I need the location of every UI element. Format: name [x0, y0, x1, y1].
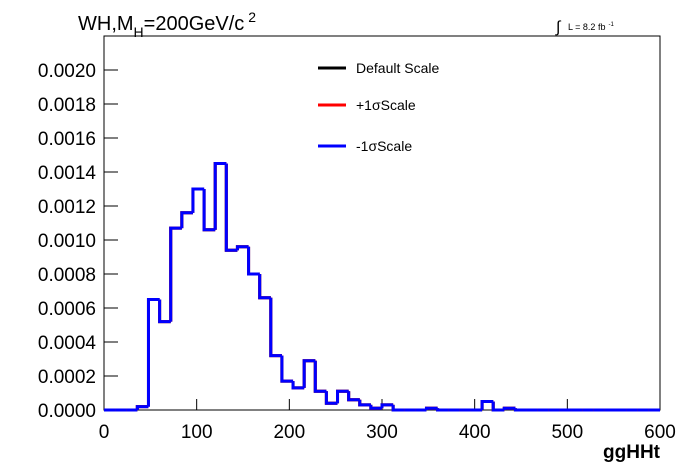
histogram-bin [135, 405, 149, 410]
chart-title: WH,MH=200GeV/c 2 [78, 9, 256, 40]
title-sup: 2 [248, 9, 256, 25]
y-tick-label: 0.0016 [38, 129, 96, 150]
histogram-bin [224, 163, 238, 252]
histogram-bin [191, 187, 205, 213]
histogram-bin [480, 400, 494, 410]
histogram-bin [336, 389, 349, 404]
histogram-bin [491, 401, 505, 412]
histogram-bin [269, 297, 282, 358]
x-tick-label: 100 [181, 422, 213, 443]
histogram-bin [191, 187, 205, 213]
histogram-bin [336, 389, 349, 404]
x-tick-label: 200 [273, 422, 305, 443]
histogram-bin [158, 299, 171, 324]
histogram-bin [280, 355, 294, 383]
y-tick-label: 0.0012 [38, 197, 96, 218]
histogram-bin [180, 211, 193, 229]
histogram-bin [235, 245, 249, 251]
histogram-bin [280, 355, 294, 383]
x-tick-label: 500 [551, 422, 583, 443]
histogram-bin [146, 298, 160, 407]
y-tick-label: 0.0000 [38, 401, 96, 422]
y-tick-label: 0.0018 [38, 95, 96, 116]
histogram-bin [313, 360, 327, 393]
histogram-bin [213, 162, 227, 230]
y-tick-label: 0.0014 [38, 163, 97, 184]
histogram-bin [247, 246, 260, 276]
histogram-bin [347, 391, 360, 402]
histogram-bin [369, 404, 382, 410]
x-tick-label: 300 [366, 422, 398, 443]
x-tick-label: 400 [459, 422, 491, 443]
y-tick-label: 0.0004 [38, 333, 97, 354]
histogram-bin [324, 391, 338, 405]
title-rest: =200GeV/c [144, 13, 245, 35]
histogram-bin [291, 381, 305, 390]
histogram-bin [158, 299, 171, 324]
y-tick-label: 0.0002 [38, 367, 96, 388]
legend-label: -1σScale [356, 138, 412, 154]
y-tick-label: 0.0008 [38, 265, 96, 286]
histogram-bin [202, 189, 216, 232]
histogram-bin [424, 406, 438, 410]
title-main: WH,M [78, 13, 134, 35]
title-sub: H [134, 24, 144, 40]
histogram-bin [202, 189, 216, 232]
histogram-bin [258, 274, 271, 300]
histogram-bin [191, 187, 205, 213]
histogram-bin [146, 298, 160, 407]
histogram-bin [169, 226, 182, 322]
histogram-bin [313, 360, 327, 393]
annotation-text: L = 8.2 fb [568, 22, 605, 32]
y-tick-label: 0.0020 [38, 61, 96, 82]
x-axis-label: ggHHt [603, 442, 661, 463]
histogram-bin [302, 359, 316, 388]
histogram-bin [213, 162, 227, 230]
histogram-bin [380, 403, 394, 409]
histogram-bin [324, 391, 338, 405]
histogram-bin [224, 163, 238, 252]
histogram-bin [358, 399, 371, 407]
histogram-bin [213, 162, 227, 230]
annotation: L = 8.2 fb -1 [568, 22, 614, 32]
histogram-bin [302, 359, 316, 388]
histogram-bin [158, 299, 171, 324]
histogram-bin [502, 406, 516, 410]
histogram-bin [258, 274, 271, 300]
x-tick-label: 600 [644, 422, 676, 443]
histogram-bin [180, 211, 193, 229]
histogram-bin [146, 298, 160, 407]
histogram-bin [436, 408, 449, 412]
histogram-bin [513, 408, 527, 412]
histogram-bin [313, 360, 327, 393]
histogram-bin [280, 355, 294, 383]
histogram-bin [202, 189, 216, 232]
histogram-bin [258, 274, 271, 300]
histogram-bin [269, 297, 282, 358]
histogram-bin [336, 389, 349, 404]
histogram-bin [269, 297, 282, 358]
y-tick-label: 0.0010 [38, 231, 96, 252]
histogram-bin [169, 226, 182, 322]
y-tick-label: 0.0006 [38, 299, 96, 320]
x-tick-label: 0 [99, 422, 110, 443]
plot-frame [103, 35, 661, 411]
annotation-sup: -1 [608, 22, 614, 28]
histogram-bin [247, 246, 260, 276]
histogram-bin [247, 246, 260, 276]
histogram-bin [169, 226, 182, 322]
histogram-bin [324, 391, 338, 405]
annotation-integral: ∫ [555, 19, 562, 36]
histogram-bin [391, 404, 405, 412]
legend-label: +1σScale [356, 97, 416, 113]
histogram-bin [180, 211, 193, 229]
legend-label: Default Scale [356, 60, 439, 76]
histogram-bin [224, 163, 238, 252]
histogram-bin [302, 359, 316, 388]
